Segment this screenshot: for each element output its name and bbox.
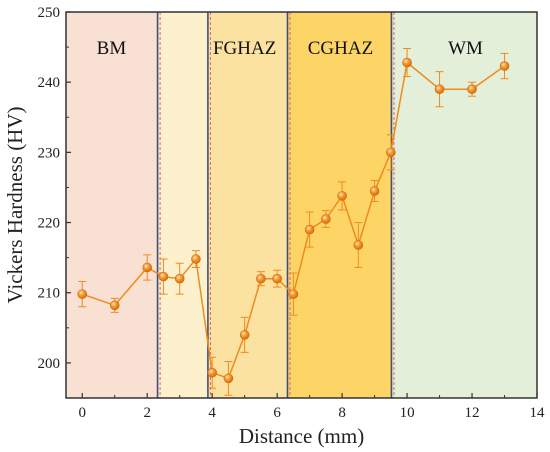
plot-frame — [65, 11, 538, 399]
y-tick-label: 230 — [38, 145, 61, 161]
y-tick-label: 200 — [38, 356, 61, 372]
x-tick-label: 8 — [338, 405, 346, 421]
zone-boundaries — [156, 12, 395, 398]
zone-band — [392, 12, 537, 398]
data-point — [499, 61, 510, 71]
data-point — [158, 271, 169, 282]
data-point — [369, 186, 380, 196]
data-point — [337, 191, 347, 201]
zone-band — [288, 12, 393, 398]
data-point — [174, 273, 185, 284]
data-point — [223, 373, 234, 384]
series-line — [81, 61, 505, 380]
zone-label: FGHAZ — [213, 38, 276, 59]
axis-ticks: 0 2 4 6 8 10 12 14 200 210 220 230 240 250 — [38, 5, 546, 421]
data-point — [272, 273, 282, 284]
data-point — [353, 240, 364, 250]
x-axis-title: Distance (mm) — [239, 424, 364, 448]
y-tick-label: 250 — [38, 5, 61, 21]
data-point — [467, 84, 477, 94]
data-point — [402, 57, 412, 68]
data-point — [321, 214, 331, 224]
data-point — [386, 147, 396, 158]
data-point — [191, 254, 201, 264]
zone-band — [208, 12, 289, 398]
y-axis-title: Vickers Hardness (HV) — [3, 106, 27, 303]
x-tick-label: 12 — [465, 405, 480, 421]
zone-label: WM — [448, 38, 483, 59]
series-line-group — [81, 61, 505, 380]
zone-label: BM — [97, 38, 127, 59]
x-tick-label: 6 — [273, 405, 281, 421]
x-tick-label: 2 — [143, 405, 151, 421]
zone-band — [66, 12, 159, 398]
zone-band — [158, 12, 209, 398]
x-tick-label: 14 — [530, 405, 546, 421]
zone-labels: BM FGHAZ CGHAZ WM — [97, 38, 483, 59]
y-tick-label: 210 — [38, 286, 61, 302]
x-tick-label: 4 — [208, 405, 216, 421]
data-point — [288, 289, 299, 299]
data-point — [109, 300, 120, 311]
data-point — [434, 84, 445, 94]
data-points — [77, 57, 510, 384]
data-point — [77, 289, 88, 299]
data-point — [256, 273, 266, 284]
data-point — [142, 262, 153, 273]
data-point — [304, 224, 315, 235]
data-point — [207, 367, 217, 378]
zone-backgrounds — [66, 12, 537, 398]
data-point — [239, 330, 250, 340]
x-tick-label: 10 — [400, 405, 415, 421]
y-tick-label: 220 — [38, 216, 61, 232]
zone-label: CGHAZ — [308, 38, 373, 59]
y-tick-label: 240 — [38, 75, 61, 91]
x-tick-label: 0 — [78, 405, 86, 421]
